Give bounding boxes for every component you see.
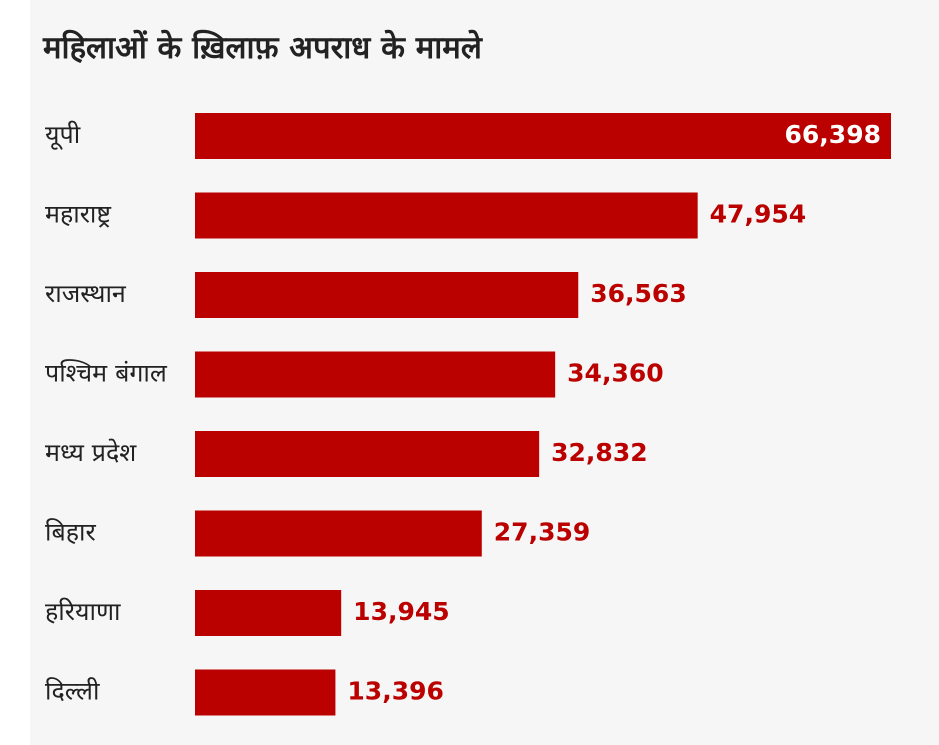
bar <box>195 431 540 477</box>
category-label: दिल्ली <box>45 677 100 706</box>
value-label: 47,954 <box>710 200 806 229</box>
chart-title: महिलाओं के ख़िलाफ़ अपराध के मामले <box>43 30 482 66</box>
value-label: 32,832 <box>551 438 647 467</box>
bar <box>195 351 556 398</box>
bar <box>195 272 579 318</box>
value-label: 36,563 <box>590 279 686 308</box>
value-label: 13,396 <box>347 677 443 706</box>
value-label: 66,398 <box>785 120 881 149</box>
category-label: महाराष्ट्र <box>45 200 111 229</box>
category-label: यूपी <box>45 120 81 150</box>
bar <box>195 192 698 239</box>
category-label: पश्चिम बंगाल <box>45 359 168 388</box>
category-label: राजस्थान <box>45 279 127 308</box>
value-label: 27,359 <box>494 518 590 547</box>
category-label: हरियाणा <box>45 597 121 626</box>
category-label: मध्य प्रदेश <box>45 438 137 467</box>
category-label: बिहार <box>45 518 97 547</box>
value-label: 13,945 <box>353 597 449 626</box>
bar <box>195 669 336 716</box>
value-label: 34,360 <box>567 359 663 388</box>
bar <box>195 113 891 159</box>
bar <box>195 510 482 557</box>
bar <box>195 590 342 636</box>
